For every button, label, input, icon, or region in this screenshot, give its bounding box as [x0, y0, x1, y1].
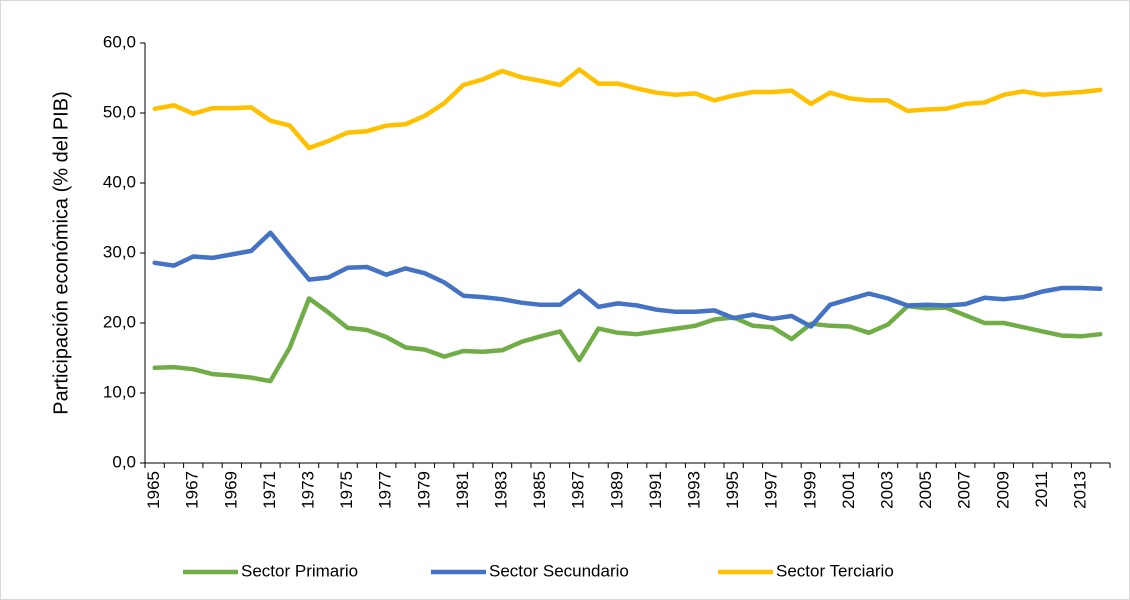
x-tick-label: 2001 [839, 471, 858, 509]
legend-label: Sector Secundario [489, 561, 629, 580]
y-axis-label: Participación económica (% del PIB) [50, 91, 72, 414]
x-tick-label: 1983 [492, 471, 511, 509]
series-line [152, 230, 1103, 329]
x-tick-label: 1973 [299, 471, 318, 509]
x-tick-label: 1993 [685, 471, 704, 509]
series-line [152, 296, 1103, 384]
x-tick-label: 1967 [183, 471, 202, 509]
x-tick-label: 1979 [414, 471, 433, 509]
x-tick-label: 1995 [723, 471, 742, 509]
x-tick-label: 1969 [221, 471, 240, 509]
x-tick-label: 1997 [762, 471, 781, 509]
x-tick-label: 2007 [955, 471, 974, 509]
y-tick-label: 50,0 [103, 102, 136, 121]
x-tick-label: 2005 [916, 471, 935, 509]
x-tick-label: 1989 [607, 471, 626, 509]
x-tick-label: 1977 [376, 471, 395, 509]
y-tick-label: 0,0 [112, 452, 136, 471]
series-line [152, 67, 1103, 151]
y-tick-label: 10,0 [103, 382, 136, 401]
x-tick-label: 1999 [800, 471, 819, 509]
x-tick-label: 1985 [530, 471, 549, 509]
x-tick-label: 1991 [646, 471, 665, 509]
y-tick-label: 20,0 [103, 312, 136, 331]
x-tick-label: 1965 [144, 471, 163, 509]
x-tick-label: 2003 [878, 471, 897, 509]
y-tick-label: 30,0 [103, 242, 136, 261]
y-tick-label: 60,0 [103, 32, 136, 51]
x-tick-label: 1981 [453, 471, 472, 509]
x-tick-label: 1975 [337, 471, 356, 509]
x-tick-label: 2011 [1032, 471, 1051, 508]
x-tick-label: 2013 [1071, 471, 1090, 509]
legend-label: Sector Primario [241, 561, 358, 580]
legend-label: Sector Terciario [776, 561, 894, 580]
x-tick-label: 1971 [260, 471, 279, 509]
x-tick-label: 2009 [993, 471, 1012, 509]
x-tick-label: 1987 [569, 471, 588, 509]
y-tick-label: 40,0 [103, 172, 136, 191]
